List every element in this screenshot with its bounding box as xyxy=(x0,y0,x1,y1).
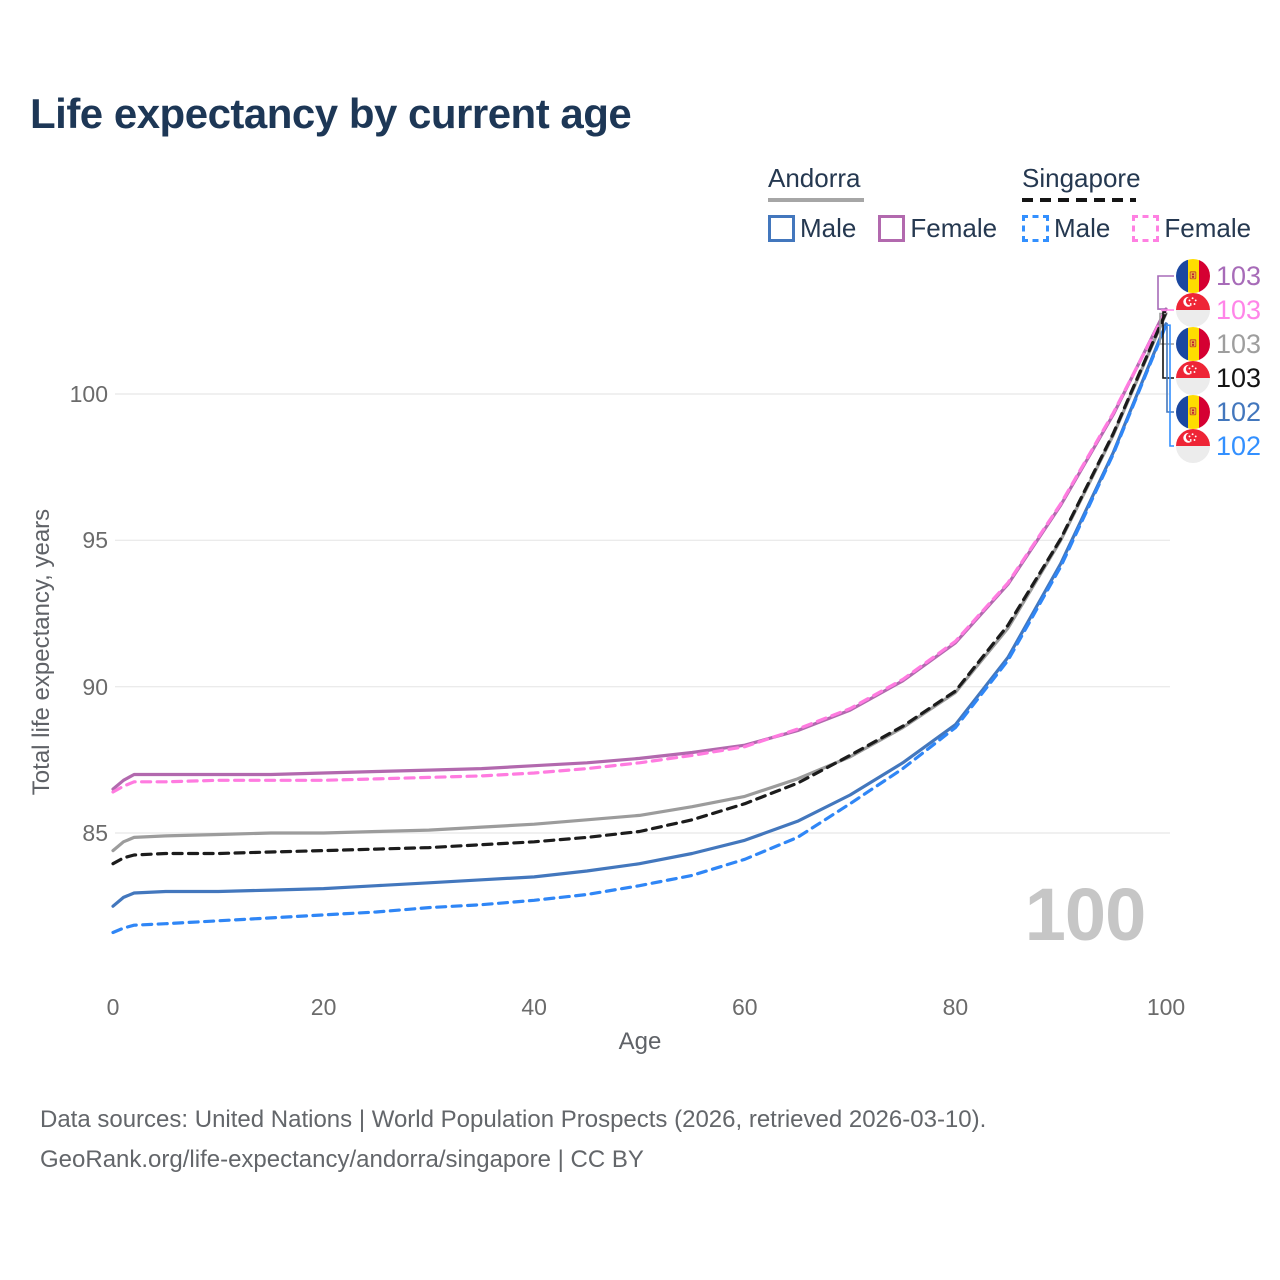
end-value: 103 xyxy=(1216,295,1262,325)
legend-item-label: Female xyxy=(1164,213,1252,243)
end-label-andorra-total: 103 xyxy=(1176,327,1261,361)
andorra-flag-icon xyxy=(1176,327,1210,361)
legend-country-singapore[interactable]: Singapore xyxy=(1022,163,1251,202)
footer-sources: Data sources: United Nations | World Pop… xyxy=(40,1106,987,1133)
end-label-singapore-male: 102 xyxy=(1176,429,1261,463)
line-andorra-female[interactable] xyxy=(111,307,1168,791)
end-label-andorra-male: 102 xyxy=(1176,395,1261,429)
x-tick-80: 80 xyxy=(942,994,969,1020)
legend-item-andorra-male[interactable]: Male xyxy=(768,213,856,244)
x-tick-60: 60 xyxy=(732,994,758,1020)
singapore-flag-icon xyxy=(1176,293,1210,327)
y-tick-85: 85 xyxy=(82,820,108,846)
legend-item-andorra-female[interactable]: Female xyxy=(878,213,997,244)
end-label-singapore-total: 103 xyxy=(1176,361,1261,395)
x-tick-0: 0 xyxy=(106,994,120,1020)
age-watermark: 100 xyxy=(1024,873,1146,956)
andorra-flag-icon xyxy=(1176,395,1210,429)
legend-swatch-singapore-male xyxy=(1022,215,1049,242)
leader-andorra-female xyxy=(1157,275,1174,310)
x-axis-title: Age xyxy=(618,1028,662,1055)
legend-group-andorra: Andorra Male Female xyxy=(768,163,997,244)
y-tick-100: 100 xyxy=(69,381,108,407)
singapore-flag-icon xyxy=(1176,429,1210,463)
legend-country-andorra[interactable]: Andorra xyxy=(768,163,997,202)
line-andorra-male[interactable] xyxy=(111,322,1168,908)
leader-singapore-total xyxy=(1162,311,1174,379)
leader-singapore-male xyxy=(1166,324,1174,447)
singapore-flag-icon xyxy=(1176,361,1210,395)
legend-country-line-sample xyxy=(768,198,864,202)
end-label-andorra-female: 103 xyxy=(1176,259,1261,293)
legend-country-label: Singapore xyxy=(1022,163,1141,193)
end-value: 103 xyxy=(1216,363,1262,393)
legend-item-singapore-female[interactable]: Female xyxy=(1132,213,1251,244)
page-title: Life expectancy by current age xyxy=(30,90,632,137)
legend-country-label: Andorra xyxy=(768,163,861,193)
line-singapore-male[interactable] xyxy=(111,323,1168,935)
legend-group-singapore: Singapore Male Female xyxy=(1022,163,1251,244)
andorra-flag-icon xyxy=(1176,259,1210,293)
leader-singapore-female xyxy=(1161,309,1174,312)
y-tick-90: 90 xyxy=(82,673,108,700)
x-tick-100: 100 xyxy=(1146,994,1186,1020)
end-value: 102 xyxy=(1216,397,1262,427)
footer-link[interactable]: GeoRank.org/life-expectancy/andorra/sing… xyxy=(40,1146,644,1173)
line-singapore-female[interactable] xyxy=(111,309,1168,794)
end-value: 103 xyxy=(1216,261,1262,291)
x-tick-20: 20 xyxy=(310,994,337,1020)
legend-item-singapore-male[interactable]: Male xyxy=(1022,213,1110,244)
legend-swatch-andorra-female xyxy=(878,215,906,242)
line-singapore-total[interactable] xyxy=(111,310,1168,866)
end-value: 103 xyxy=(1216,329,1262,359)
legend-swatch-singapore-female xyxy=(1132,215,1160,242)
legend-country-line-sample xyxy=(1022,198,1136,202)
y-tick-95: 95 xyxy=(82,527,108,554)
y-axis-title: Total life expectancy, years xyxy=(28,508,55,796)
end-value: 102 xyxy=(1216,431,1262,461)
legend-item-label: Male xyxy=(800,213,857,243)
legend-item-label: Male xyxy=(1054,213,1111,243)
x-tick-40: 40 xyxy=(521,994,547,1020)
end-label-singapore-female: 103 xyxy=(1176,293,1261,327)
legend-swatch-andorra-male xyxy=(768,215,795,242)
legend-item-label: Female xyxy=(910,213,998,243)
